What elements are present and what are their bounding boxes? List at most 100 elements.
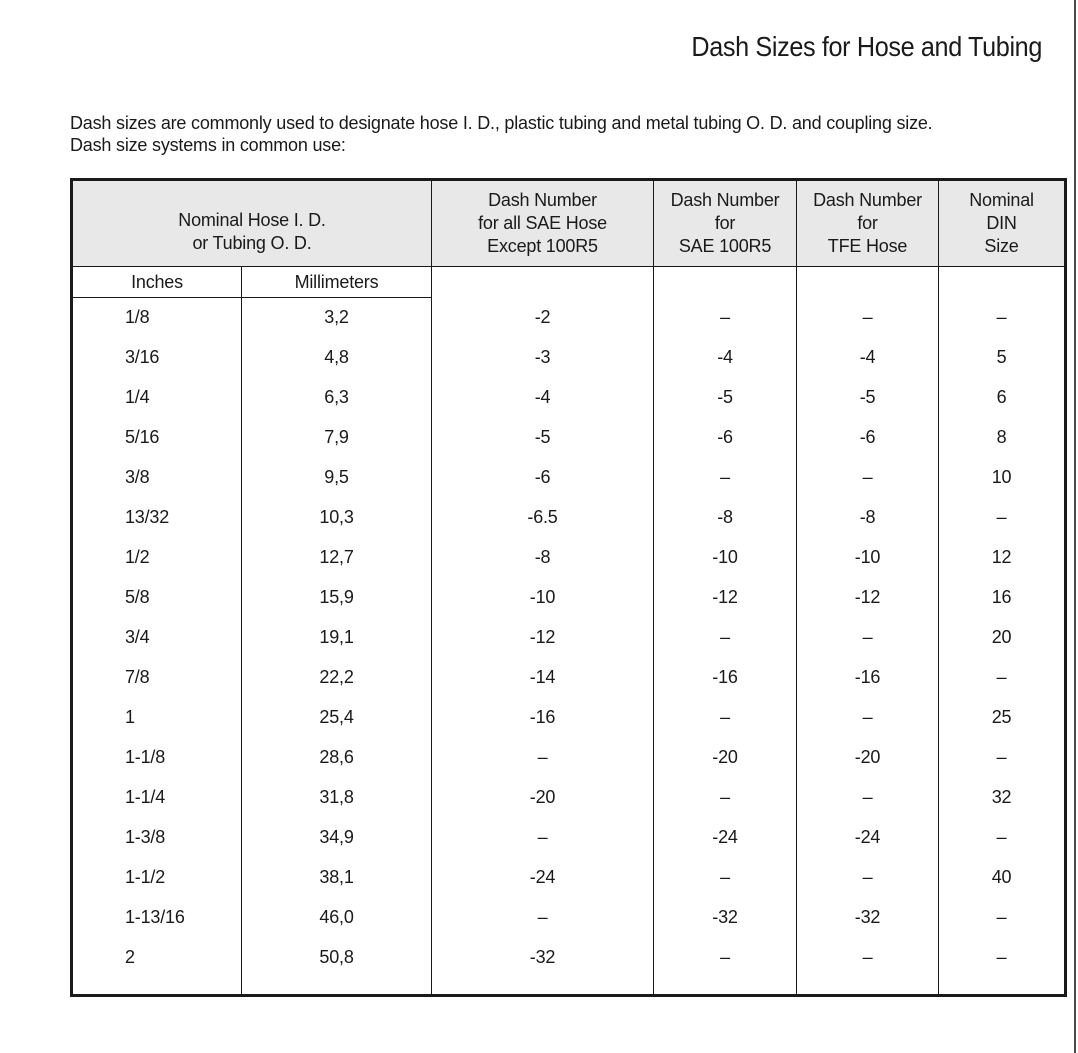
table-bottom-spacer-row [72,977,1066,996]
cell-din: – [938,497,1066,538]
table-row: 1-1/2 38,1 -24– –40 [72,857,1066,898]
cell-tfe: – [796,937,939,978]
cell-sae_100r5: – [653,777,797,818]
header-line: SAE 100R5 [678,236,772,256]
spacer-cell [72,978,242,996]
table-row: 1-1/4 31,8 -20– –32 [72,777,1066,818]
table-row: 13/32 10,3 -6.5 -8 -8– [72,497,1066,538]
cell-tfe: – [796,457,939,498]
subheader-millimeters: Millimeters [240,266,432,298]
cell-din: – [938,937,1066,978]
cell-mm: 50,8 [240,937,432,978]
spacer-cell [431,977,654,996]
cell-mm: 4,8 [240,337,432,378]
header-line: Nominal Hose I. D. [178,209,326,230]
cell-sae_100r5: – [653,457,797,498]
header-line: Dash Number [813,190,922,210]
cell-mm: 34,9 [240,817,432,858]
cell-inches: 5/16 [125,427,160,447]
cell-tfe: – [796,297,939,338]
table-row: 3/4 19,1 -12– –20 [72,617,1066,658]
intro-line-2: Dash size systems in common use: [70,135,346,155]
cell-inches: 13/32 [125,507,170,527]
cell-inches: 3/4 [125,627,150,647]
cell-sae_100r5: -20 [653,737,797,778]
spacer-cell [796,977,939,996]
dash-size-table: Nominal Hose I. D. or Tubing O. D. Dash … [70,178,1068,997]
subheader-spacer [653,266,797,298]
cell-sae_all: -20 [431,777,654,818]
cell-mm: 9,5 [240,457,432,498]
col-header-nominal-hose: Nominal Hose I. D. or Tubing O. D. [71,179,432,267]
cell-tfe: -4 [796,337,939,378]
cell-inches: 5/8 [125,587,150,607]
cell-din: 16 [938,577,1066,618]
header-line: Nominal [969,190,1034,210]
cell-sae_100r5: -8 [653,497,797,538]
cell-tfe: – [796,857,939,898]
table-row: 5/8 15,9 -10 -12 -12 16 [72,577,1066,618]
cell-tfe: -24 [796,817,939,858]
cell-tfe: -32 [796,897,939,938]
table-row: 1/2 12,7 -8 -10 -10 12 [72,537,1066,578]
cell-mm: 3,2 [240,297,432,338]
spacer-cell [653,977,797,996]
cell-din: 6 [938,377,1066,418]
spacer-cell [938,977,1066,996]
cell-sae_all: – [431,737,654,778]
cell-sae_all: -16 [431,697,654,738]
header-line: Dash Number [670,190,780,210]
cell-tfe: -12 [796,577,939,618]
header-line: Dash Number [488,190,597,210]
cell-din: – [938,897,1066,938]
cell-din: 25 [938,697,1066,738]
cell-mm: 22,2 [240,657,432,698]
cell-sae_100r5: -6 [653,417,797,458]
col-header-sae-100r5: Dash Number for SAE 100R5 [653,179,797,267]
cell-din: 40 [938,857,1066,898]
cell-mm: 6,3 [240,377,432,418]
cell-din: 5 [938,337,1066,378]
cell-inches: 2 [125,947,135,967]
cell-mm: 25,4 [240,697,432,738]
cell-sae_all: -5 [431,417,654,458]
cell-mm: 19,1 [240,617,432,658]
cell-inches: 1-1/2 [125,867,166,887]
cell-sae_all: -2 [431,297,654,338]
col-header-tfe: Dash Number for TFE Hose [796,179,939,267]
cell-din: – [938,657,1066,698]
table-row: 1/8 3,2 -2– – – [72,297,1066,338]
header-line: for all SAE Hose [478,213,607,233]
cell-sae_all: -6 [431,457,654,498]
header-line: Except 100R5 [487,236,598,256]
col-header-sae-all: Dash Number for all SAE Hose Except 100R… [431,179,654,267]
table-row: 1/4 6,3 -4 -5 -5 6 [72,377,1066,418]
cell-sae_100r5: -12 [653,577,797,618]
cell-sae_all: -8 [431,537,654,578]
header-line: DIN [986,213,1017,233]
cell-inches: 1-1/4 [125,787,166,807]
cell-inches: 1-3/8 [125,827,166,847]
cell-din: – [938,817,1066,858]
cell-mm: 7,9 [240,417,432,458]
cell-sae_all: -24 [431,857,654,898]
header-line: or Tubing O. D. [192,232,312,253]
cell-inches: 1-1/8 [125,747,166,767]
cell-tfe: – [796,697,939,738]
cell-sae_all: – [431,817,654,858]
cell-inches: 3/16 [125,347,160,367]
cell-inches: 1/8 [125,307,150,328]
cell-mm: 46,0 [240,897,432,938]
table-subheader-row: Inches Millimeters [71,266,1066,298]
cell-sae_all: – [431,897,654,938]
header-line: for [714,213,736,233]
cell-inches: 1/2 [125,547,150,567]
cell-sae_all: -32 [431,937,654,978]
cell-inches: 3/8 [125,467,150,487]
table-row: 1-1/8 28,6– -20 -20– [72,737,1066,778]
intro-text: Dash sizes are commonly used to designat… [70,112,1070,156]
cell-sae_100r5: -24 [653,817,797,858]
cell-sae_100r5: – [653,697,797,738]
cell-sae_all: -3 [431,337,654,378]
